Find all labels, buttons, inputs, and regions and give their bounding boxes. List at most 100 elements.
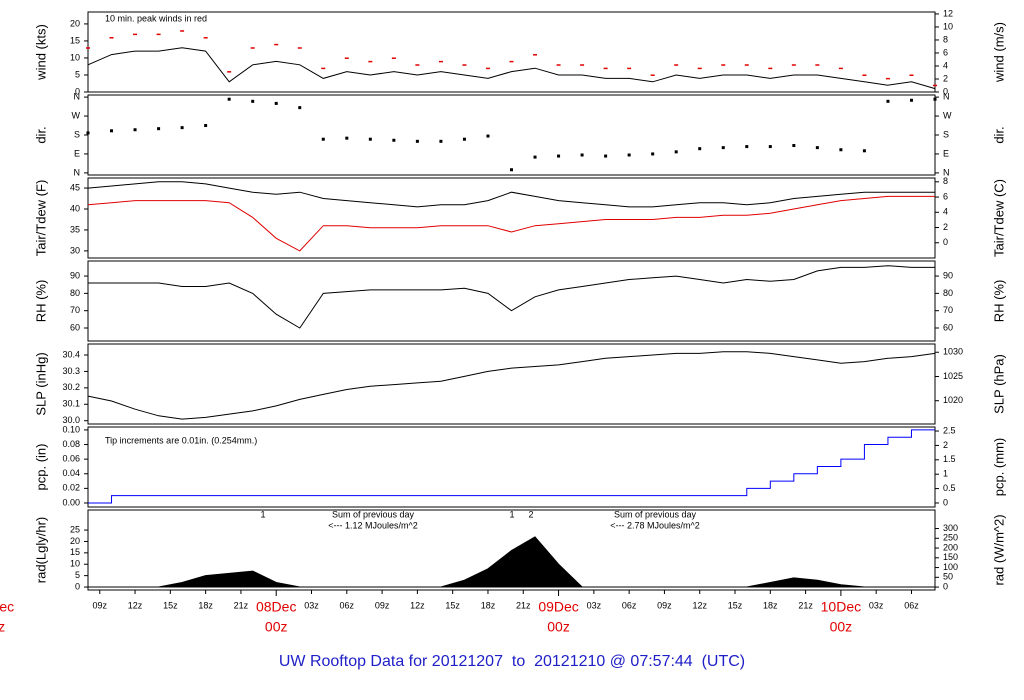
series-line [88,265,935,329]
y2-axis-label: dir. [991,126,1006,143]
y-tick-label: W [72,110,81,120]
annotation: <--- 2.78 MJoules/m^2 [610,520,700,530]
direction-dot [557,154,561,158]
x-tick-label: 06z [340,600,355,610]
peak-wind [156,33,161,36]
y-tick-label: 30 [70,245,80,255]
direction-dot [886,99,890,103]
direction-dot [580,153,584,157]
y-tick-label: E [74,148,80,158]
direction-dot [604,154,608,158]
y-tick-label: 25 [70,524,80,534]
x-tick-label: 03z [304,600,319,610]
x-tick-label: 21z [798,600,813,610]
date-label: 09Dec [538,599,578,615]
y-tick-label: N [74,91,81,101]
peak-wind [721,64,726,66]
direction-dot [533,155,537,159]
y-tick-label: 30.4 [62,349,80,359]
direction-dot [651,152,655,156]
y2-tick-label: 2 [943,222,948,232]
direction-dot [157,127,161,131]
peak-wind [650,74,655,76]
panel-frame [87,94,936,176]
y2-tick-label: 4 [943,60,948,70]
peak-wind [462,64,467,66]
x-tick-label: 06z [904,600,919,610]
series-line [87,181,935,208]
y2-tick-label: 50 [943,572,953,582]
x-tick-label: 06z [622,600,637,610]
panel-frame [87,426,936,508]
direction-dot [368,137,372,141]
direction-dot [745,145,749,149]
peak-wind [603,67,608,70]
y2-tick-label: 4 [943,207,948,217]
y-tick-label: 15 [70,547,80,557]
peak-wind [862,74,867,76]
peak-wind [274,43,279,46]
y-tick-label: 30.0 [62,415,80,425]
date-hour-label: 00z [0,619,5,635]
direction-dot [345,136,349,140]
peak-wind [815,64,820,66]
x-tick-label: 12z [410,600,425,610]
y-axis-label: SLP (inHg) [33,352,48,415]
date-label: 08Dec [256,599,296,615]
y-tick-label: 90 [70,270,80,280]
direction-dot [251,99,255,103]
annotation: Sum of previous day [614,509,697,519]
peak-wind [86,47,90,49]
panel-frame [87,11,936,93]
x-tick-label: 03z [587,600,602,610]
direction-dot [792,144,796,148]
y-axis-label: rad(Lgly/hr) [33,517,48,583]
annotation: 1 [509,509,514,519]
precip-step [88,429,935,504]
peak-wind [321,67,326,70]
y-tick-label: 20 [70,536,80,546]
y-tick-label: 15 [70,35,80,45]
peak-wind [203,37,208,39]
y2-tick-label: 8 [943,34,948,44]
x-tick-label: 12z [692,600,707,610]
radiation-area [87,536,936,588]
y2-axis-label: Tair/Tdew (C) [991,179,1006,257]
direction-dot [392,138,396,142]
y2-tick-label: E [943,148,949,158]
y2-tick-label: 80 [943,288,953,298]
series-line [87,195,935,252]
x-tick-label: 09z [375,600,390,610]
y2-tick-label: 1030 [943,347,963,357]
direction-dot [439,139,443,143]
y-tick-label: 0.00 [62,497,80,507]
y2-tick-label: 2.5 [943,425,956,435]
peak-wind [250,47,255,49]
peak-wind [415,64,420,66]
annotation: 2 [528,509,533,519]
y2-tick-label: 2 [943,440,948,450]
y-tick-label: 0.06 [62,454,80,464]
peak-wind [438,60,443,63]
date-hour-label: 00z [830,619,853,635]
date-hour-label: 00z [547,619,570,635]
direction-dot [909,98,913,102]
y2-tick-label: 90 [943,270,953,280]
y-axis-label: pcp. (in) [33,444,48,491]
direction-dot [462,137,466,141]
peak-wind [744,64,749,66]
y2-tick-label: S [943,129,949,139]
x-tick-label: 09z [93,600,108,610]
y2-tick-label: 300 [943,523,958,533]
y-tick-label: 70 [70,305,80,315]
peak-wind [509,60,514,63]
y-tick-label: 30.1 [62,399,80,409]
y2-tick-label: 6 [943,191,948,201]
y-tick-label: 10 [70,52,80,62]
peak-wind [768,67,773,70]
y-axis-label: RH (%) [33,280,48,323]
y2-axis-label: SLP (hPa) [991,354,1006,414]
y-tick-label: 0.04 [62,468,80,478]
direction-dot [815,146,819,150]
